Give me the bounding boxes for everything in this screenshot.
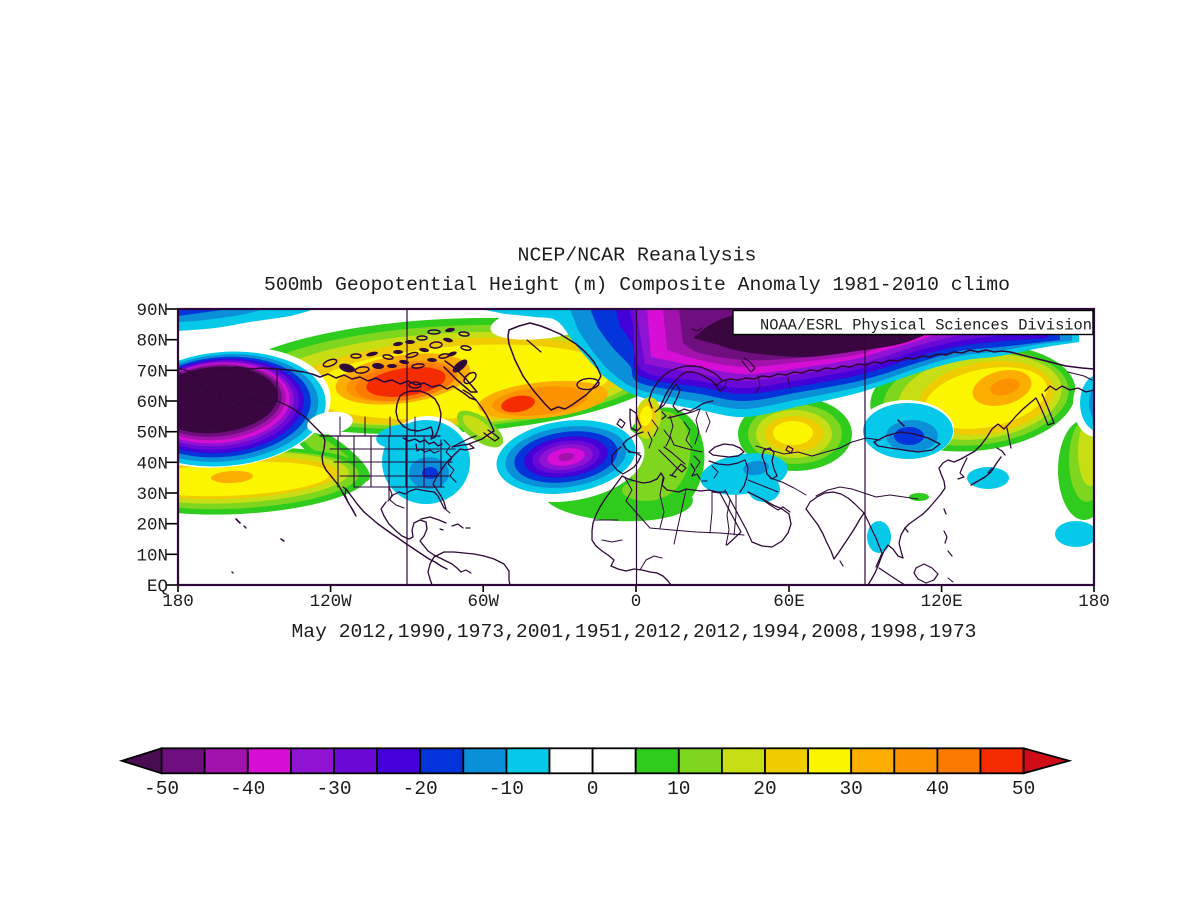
- svg-text:10N: 10N: [136, 546, 168, 566]
- svg-text:30: 30: [839, 778, 862, 800]
- svg-text:50N: 50N: [136, 424, 168, 444]
- svg-text:-40: -40: [230, 778, 265, 800]
- svg-text:20: 20: [753, 778, 776, 800]
- svg-text:70N: 70N: [136, 362, 168, 382]
- svg-text:30N: 30N: [136, 485, 168, 505]
- svg-text:180: 180: [1078, 592, 1110, 612]
- svg-text:-20: -20: [403, 778, 438, 800]
- svg-text:120W: 120W: [310, 592, 353, 612]
- svg-text:0: 0: [631, 592, 642, 612]
- svg-text:May 2012,1990,1973,2001,1951,2: May 2012,1990,1973,2001,1951,2012,2012,1…: [292, 621, 977, 643]
- svg-text:20N: 20N: [136, 516, 168, 536]
- svg-text:10: 10: [667, 778, 690, 800]
- svg-text:NCEP/NCAR Reanalysis: NCEP/NCAR Reanalysis: [518, 245, 757, 267]
- svg-text:-30: -30: [316, 778, 351, 800]
- svg-text:180: 180: [162, 592, 194, 612]
- svg-text:120E: 120E: [921, 592, 963, 612]
- svg-text:90N: 90N: [136, 301, 168, 321]
- svg-text:-50: -50: [144, 778, 179, 800]
- svg-text:-10: -10: [489, 778, 524, 800]
- svg-text:NOAA/ESRL Physical Sciences Di: NOAA/ESRL Physical Sciences Division: [760, 317, 1092, 335]
- svg-text:500mb Geopotential Height (m): 500mb Geopotential Height (m) Composite …: [264, 274, 1010, 296]
- svg-text:40: 40: [926, 778, 949, 800]
- svg-text:60E: 60E: [773, 592, 805, 612]
- svg-text:0: 0: [587, 778, 599, 800]
- svg-text:60N: 60N: [136, 393, 168, 413]
- svg-text:40N: 40N: [136, 454, 168, 474]
- svg-text:EQ: EQ: [147, 577, 168, 597]
- svg-text:80N: 80N: [136, 332, 168, 352]
- svg-text:50: 50: [1012, 778, 1035, 800]
- svg-text:60W: 60W: [467, 592, 499, 612]
